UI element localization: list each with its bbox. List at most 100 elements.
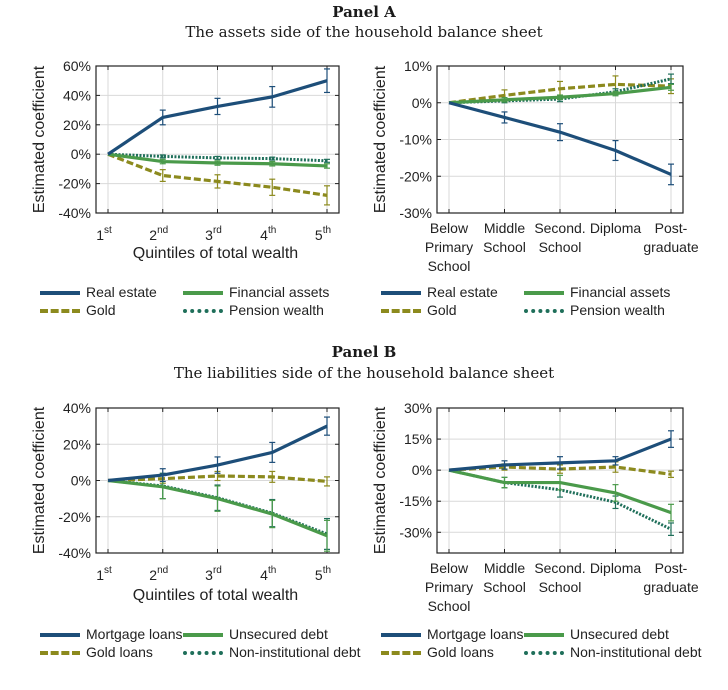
chart-A-wealth: 60% 40% 20% 0% -20% -40% 1st 2nd 3rd 4th 5th Quinti…: [31, 58, 340, 262]
x-tick-label: Second.: [534, 560, 585, 576]
series-real-estate: [107, 68, 330, 156]
y-tick-label: 0%: [412, 95, 432, 111]
panel-b-title: Panel B: [331, 343, 397, 361]
legend-item: Unsecured debt: [524, 626, 669, 642]
legend-label: Financial assets: [229, 284, 330, 300]
legend-label: Real estate: [86, 284, 157, 300]
legend-item: Non-institutional debt: [524, 644, 702, 660]
x-tick-label: School: [428, 258, 471, 274]
y-tick-label: 0%: [71, 146, 91, 162]
panel-a-subtitle: The assets side of the household balance…: [185, 23, 543, 41]
y-tick-label: -15%: [399, 493, 432, 509]
x-tick-label: 2nd: [149, 565, 168, 583]
x-tick-label: Middle: [484, 220, 525, 236]
legend-label: Gold loans: [86, 644, 153, 660]
legend-label: Unsecured debt: [229, 626, 328, 642]
x-tick-label: graduate: [643, 579, 698, 595]
x-tick-label: Below: [430, 560, 469, 576]
x-tick-label: 3rd: [205, 565, 222, 583]
chart-B-wealth: 40% 20% 0% -20% -40% 1st 2nd 3rd 4th 5th Quintiles…: [31, 400, 340, 604]
legend-item: Pension wealth: [183, 302, 324, 318]
legend-item: Financial assets: [183, 284, 329, 300]
y-tick-label: 20%: [63, 117, 91, 133]
series-mortgage-loans: [448, 430, 674, 472]
x-tick-label: Post-: [655, 560, 688, 576]
legend-label: Gold: [427, 302, 457, 318]
legend-swatch: [524, 651, 564, 656]
legend-label: Financial assets: [570, 284, 671, 300]
legend-swatch: [183, 651, 223, 656]
x-tick-label: 5th: [315, 565, 331, 583]
x-tick-label: School: [539, 579, 582, 595]
legend-item: Real estate: [40, 284, 157, 300]
y-tick-label: 20%: [63, 436, 91, 452]
legend-swatch: [40, 633, 80, 638]
chart-B-education: 30% 15% 0% -15% -30% Below Primary School Middle…: [372, 400, 699, 614]
panel-a-title: Panel A: [332, 3, 396, 21]
y-tick-label: 40%: [63, 400, 91, 416]
x-tick-label: School: [483, 579, 526, 595]
y-tick-label: 10%: [404, 58, 432, 74]
y-tick-label: -30%: [399, 524, 432, 540]
legend-swatch: [183, 633, 223, 638]
legend-swatch: [40, 291, 80, 296]
plot-frame: [436, 65, 684, 214]
x-tick-label: 2nd: [149, 225, 168, 243]
x-tick-label: Middle: [484, 560, 525, 576]
x-tick-label: 1st: [96, 225, 112, 243]
y-tick-label: 40%: [63, 87, 91, 103]
legend-swatch: [381, 291, 421, 296]
series-mortgage-loans: [107, 416, 330, 483]
series-pension-wealth: [107, 152, 330, 163]
y-tick-label: -30%: [399, 205, 432, 221]
x-tick-label: Primary: [425, 579, 473, 595]
x-tick-label: School: [539, 239, 582, 255]
legend-swatch: [40, 309, 80, 314]
plot-frame: [95, 65, 340, 214]
y-tick-label: -40%: [58, 205, 91, 221]
y-axis-label: Estimated coefficient: [372, 406, 389, 554]
plot-frame: [436, 407, 684, 554]
legend-label: Real estate: [427, 284, 498, 300]
y-tick-label: 0%: [71, 473, 91, 489]
legend-swatch: [183, 309, 223, 314]
legend-label: Mortgage loans: [86, 626, 183, 642]
x-tick-label: graduate: [643, 239, 698, 255]
y-tick-label: 30%: [404, 400, 432, 416]
legend-label: Mortgage loans: [427, 626, 524, 642]
x-tick-label: 4th: [260, 565, 276, 583]
legend-item: Non-institutional debt: [183, 644, 361, 660]
legend-swatch: [381, 633, 421, 638]
legend-swatch: [524, 309, 564, 314]
y-tick-label: -40%: [58, 545, 91, 561]
x-tick-label: Diploma: [590, 220, 642, 236]
y-axis-label: Estimated coefficient: [31, 65, 48, 213]
legend-label: Pension wealth: [229, 302, 324, 318]
legend-swatch: [40, 651, 80, 656]
x-tick-label: 1st: [96, 565, 112, 583]
legend-swatch: [524, 291, 564, 296]
x-tick-label: School: [483, 239, 526, 255]
x-tick-label: Second.: [534, 220, 585, 236]
plot-frame: [95, 407, 340, 554]
legend-item: Real estate: [381, 284, 498, 300]
x-tick-label: Post-: [655, 220, 688, 236]
legend-swatch: [381, 651, 421, 656]
y-tick-label: 60%: [63, 58, 91, 74]
legend-item: Pension wealth: [524, 302, 665, 318]
legend-item: Unsecured debt: [183, 626, 328, 642]
y-tick-label: -20%: [399, 168, 432, 184]
x-axis-label: Quintiles of total wealth: [133, 587, 298, 604]
legend-label: Gold: [86, 302, 116, 318]
series-unsecured-debt: [107, 474, 330, 552]
x-tick-label: Diploma: [590, 560, 642, 576]
series-real-estate: [448, 101, 674, 186]
legend-item: Gold: [40, 302, 116, 318]
legend-label: Gold loans: [427, 644, 494, 660]
y-axis-label: Estimated coefficient: [31, 406, 48, 554]
panel-b-subtitle: The liabilities side of the household ba…: [173, 364, 555, 382]
y-axis-label: Estimated coefficient: [372, 65, 389, 213]
x-tick-label: Below: [430, 220, 469, 236]
series-unsecured-debt: [448, 468, 674, 522]
